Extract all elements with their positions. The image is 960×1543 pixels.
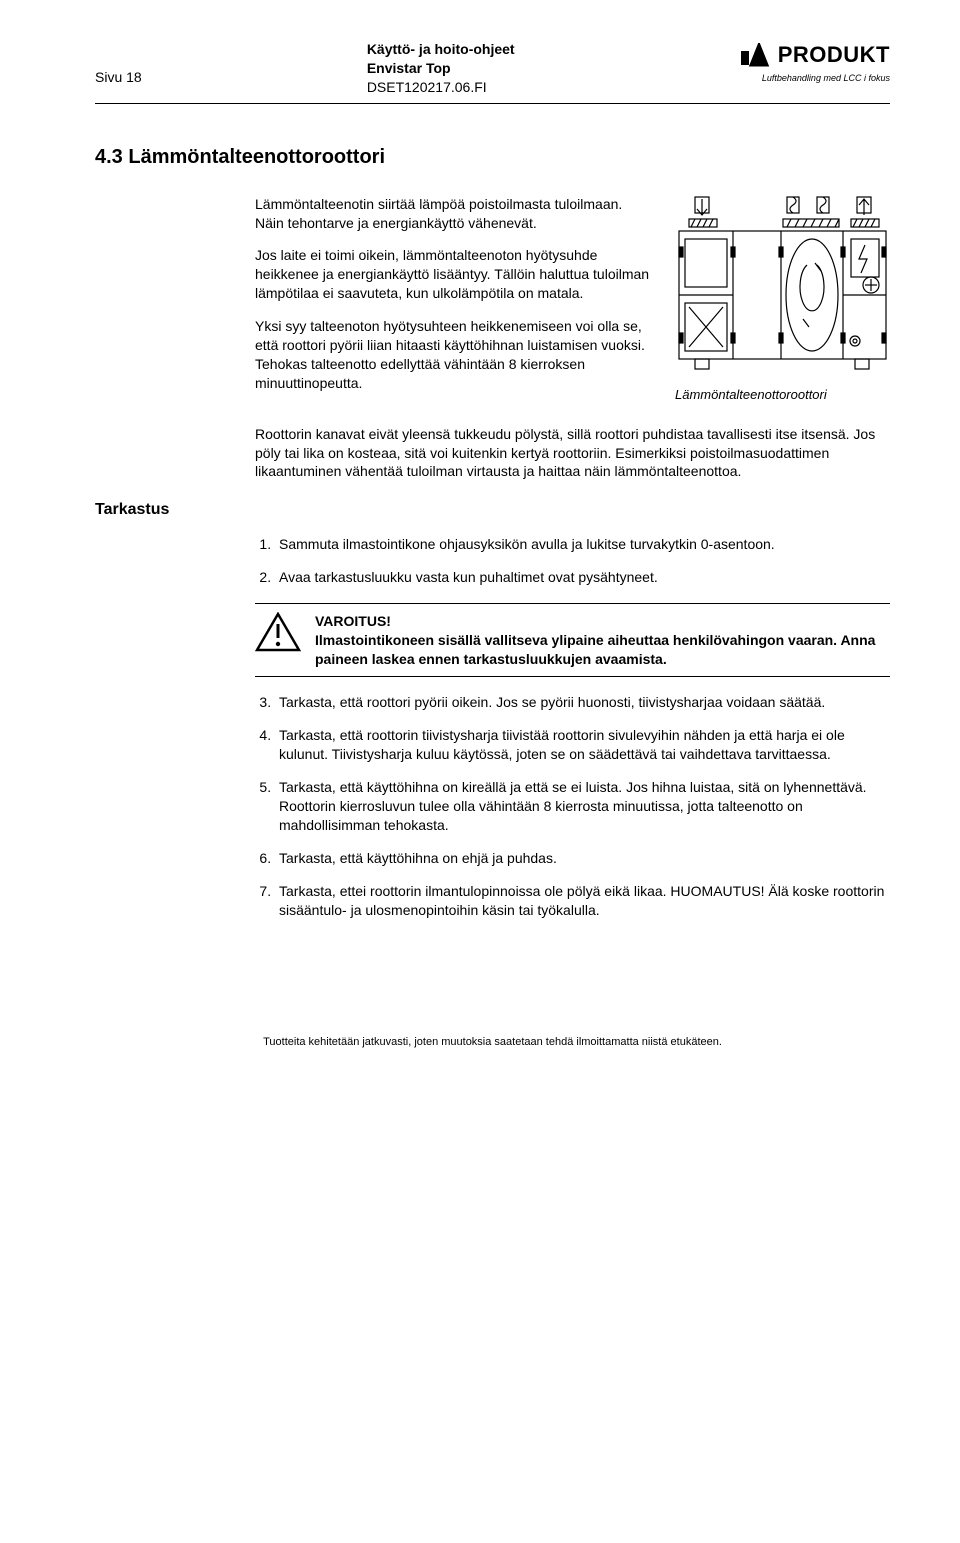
step-item: Tarkasta, että roottori pyörii oikein. J… — [275, 693, 890, 712]
paragraph-1: Lämmöntalteenotin siirtää lämpöä poistoi… — [255, 195, 651, 233]
step-item: Tarkasta, ettei roottorin ilmantulopinno… — [275, 882, 890, 920]
warning-title: VAROITUS! — [315, 613, 391, 629]
step-item: Tarkasta, että roottorin tiivistysharja … — [275, 726, 890, 764]
arrow-up-icon — [857, 197, 871, 215]
step-item: Tarkasta, että käyttöhihna on ehjä ja pu… — [275, 849, 890, 868]
logo-tagline: Luftbehandling med LCC i fokus — [740, 72, 890, 84]
arrow-down-icon — [695, 197, 709, 215]
step-item: Tarkasta, että käyttöhihna on kireällä j… — [275, 778, 890, 835]
brand-logo: PRODUKT — [740, 40, 890, 70]
page-footer: Tuotteita kehitetään jatkuvasti, joten m… — [95, 1029, 890, 1050]
logo-text: PRODUKT — [778, 40, 890, 70]
unit-diagram — [675, 195, 890, 375]
page-header: Sivu 18 Käyttö- ja hoito-ohjeet Envistar… — [95, 40, 890, 104]
page-number: Sivu 18 — [95, 40, 142, 87]
brand-block: PRODUKT Luftbehandling med LCC i fokus — [740, 40, 890, 84]
diagram-caption: Lämmöntalteenottoroottori — [675, 386, 890, 404]
section-heading: 4.3 Lämmöntalteenottoroottori — [95, 144, 890, 171]
warning-block: VAROITUS! Ilmastointikoneen sisällä vall… — [255, 603, 890, 678]
paragraph-3: Yksi syy talteenoton hyötysuhteen heikke… — [255, 317, 651, 393]
warning-body: Ilmastointikoneen sisällä vallitseva yli… — [315, 632, 875, 667]
spiral-icon — [817, 197, 829, 213]
warning-triangle-icon — [255, 612, 301, 652]
doc-code: DSET120217.06.FI — [367, 78, 515, 97]
inspection-heading: Tarkastus — [95, 499, 890, 521]
doc-title: Käyttö- ja hoito-ohjeet — [367, 40, 515, 59]
screw-icon — [850, 336, 860, 346]
step-item: Sammuta ilmastointikone ohjausyksikön av… — [275, 535, 890, 554]
spiral-icon — [787, 197, 799, 213]
paragraph-4: Roottorin kanavat eivät yleensä tukkeudu… — [255, 425, 890, 482]
logo-icon — [740, 43, 776, 67]
step-item: Avaa tarkastusluukku vasta kun puhaltime… — [275, 568, 890, 587]
paragraph-2: Jos laite ei toimi oikein, lämmöntalteen… — [255, 246, 651, 303]
doc-meta: Käyttö- ja hoito-ohjeet Envistar Top DSE… — [367, 40, 515, 97]
product-name: Envistar Top — [367, 59, 515, 78]
bolt-icon — [859, 245, 867, 273]
